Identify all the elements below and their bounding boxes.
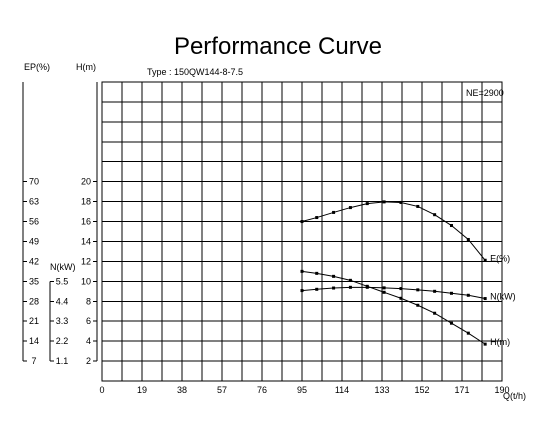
h-tick-label: 2	[86, 356, 91, 366]
h-data-point	[449, 321, 453, 325]
h-data-point	[382, 290, 386, 294]
x-axis-label: Q(t/h)	[503, 391, 526, 401]
h-data-point	[433, 311, 437, 315]
n-data-point	[348, 285, 352, 289]
h-tick-label: 20	[81, 177, 91, 187]
ep-data-point	[466, 237, 470, 241]
n-data-point	[332, 286, 336, 290]
x-tick-label: 133	[374, 385, 389, 395]
h-data-point	[483, 342, 487, 346]
h-data-point	[399, 296, 403, 300]
ep-data-point	[348, 206, 352, 210]
h-tick-label: 12	[81, 256, 91, 266]
h-data-point	[332, 274, 336, 278]
h-tick-label: 6	[86, 316, 91, 326]
n-data-point	[300, 289, 304, 293]
x-tick-label: 76	[257, 385, 267, 395]
ep-tick-label: 49	[29, 236, 39, 246]
ep-axis-label: EP(%)	[24, 62, 50, 72]
ep-tick-label: 35	[29, 276, 39, 286]
n-data-point	[382, 286, 386, 290]
ep-data-point	[332, 210, 336, 214]
axes: 0 19 38 57 76 95 114 133 152 171 190 2 4 6 8 10 12 14 16 18…	[22, 82, 510, 395]
h-tick-label: 4	[86, 336, 91, 346]
n-tick-label: 2.2	[56, 336, 69, 346]
ep-tick-label: 63	[29, 197, 39, 207]
n-data-point	[483, 297, 487, 301]
h-tick-label: 8	[86, 296, 91, 306]
x-tick-label: 19	[137, 385, 147, 395]
ep-data-point	[382, 200, 386, 204]
n-tick-label: 5.5	[56, 276, 69, 286]
plot-grid	[101, 81, 503, 382]
h-data-point	[315, 271, 319, 275]
speed-label: NE=2900	[466, 88, 504, 98]
x-tick-label: 38	[177, 385, 187, 395]
n-data-point	[365, 285, 369, 289]
ep-tick-label: 42	[29, 256, 39, 266]
ep-tick-label: 28	[29, 296, 39, 306]
h-series-label: H(m)	[490, 337, 510, 347]
h-data-point	[466, 331, 470, 335]
ep-data-point	[416, 204, 420, 208]
n-data-point	[416, 288, 420, 292]
h-data-point	[348, 278, 352, 282]
ep-data-point	[300, 220, 304, 224]
x-tick-label: 171	[454, 385, 469, 395]
ep-tick-label: 70	[29, 177, 39, 187]
n-data-point	[449, 291, 453, 295]
n-tick-label: 4.4	[56, 296, 69, 306]
ep-tick-label: 56	[29, 217, 39, 227]
n-data-point	[399, 287, 403, 291]
n-data-point	[433, 289, 437, 293]
x-tick-label: 190	[494, 385, 509, 395]
x-tick-label: 95	[297, 385, 307, 395]
x-tick-label: 0	[99, 385, 104, 395]
ep-tick-label: 7	[31, 356, 36, 366]
ep-curve-line	[301, 201, 486, 261]
series-layer: E(%) H(m) N(kW)	[300, 200, 516, 347]
ep-data-point	[365, 202, 369, 206]
h-tick-label: 16	[81, 217, 91, 227]
x-tick-label: 57	[217, 385, 227, 395]
ep-tick-label: 21	[29, 316, 39, 326]
ep-data-point	[399, 200, 403, 204]
ep-data-point	[315, 216, 319, 220]
n-data-point	[315, 287, 319, 291]
h-axis-label: H(m)	[76, 62, 96, 72]
ep-data-point	[433, 213, 437, 217]
x-tick-label: 152	[414, 385, 429, 395]
h-curve-line	[301, 270, 486, 345]
ep-series-label: E(%)	[490, 253, 510, 263]
n-data-point	[466, 293, 470, 297]
n-axis-label: N(kW)	[50, 262, 76, 272]
chart-title: Performance Curve	[174, 33, 382, 60]
n-curve-line	[301, 286, 486, 300]
h-tick-label: 18	[81, 197, 91, 207]
pump-type-label: Type : 150QW144-8-7.5	[147, 67, 243, 77]
ep-data-point	[483, 258, 487, 262]
n-tick-label: 1.1	[56, 356, 69, 366]
n-tick-label: 3.3	[56, 316, 69, 326]
h-data-point	[300, 269, 304, 273]
n-series-label: N(kW)	[490, 292, 516, 302]
x-tick-label: 114	[335, 385, 349, 395]
h-tick-label: 10	[81, 276, 91, 286]
h-data-point	[416, 303, 420, 307]
ep-data-point	[449, 224, 453, 228]
h-tick-label: 14	[81, 236, 91, 246]
ep-tick-label: 14	[29, 336, 39, 346]
